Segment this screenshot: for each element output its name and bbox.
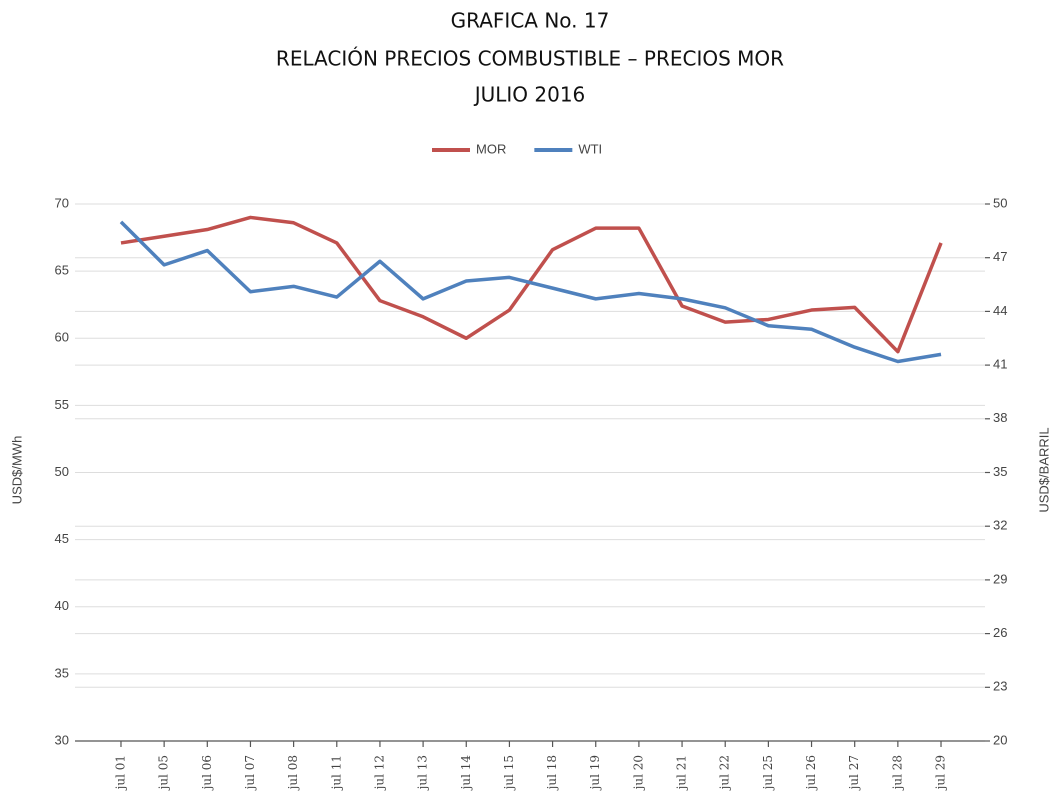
x-tick-label: jul 05 — [157, 755, 171, 791]
x-tick-label: jul 07 — [243, 755, 257, 791]
x-tick-label: jul 27 — [847, 755, 861, 791]
x-tick-label: jul 25 — [761, 755, 775, 791]
x-tick-label: jul 20 — [631, 755, 645, 791]
y-tick-label: 40 — [55, 598, 69, 613]
x-tick-label: jul 01 — [113, 755, 127, 791]
y-tick-label: 45 — [55, 531, 69, 546]
y2-tick-label: 35 — [993, 464, 1007, 479]
y2-axis-label: USD$/BARRIL — [1036, 427, 1051, 512]
x-tick-label: jul 26 — [804, 755, 818, 791]
x-tick-label: jul 11 — [329, 755, 343, 791]
y2-tick-label: 23 — [993, 679, 1007, 694]
x-tick-label: jul 14 — [459, 755, 473, 792]
x-tick-label: jul 08 — [286, 755, 300, 791]
y2-tick-label: 44 — [993, 303, 1007, 318]
y2-tick-label: 26 — [993, 625, 1007, 640]
series-line — [120, 215, 943, 354]
y-tick-label: 35 — [55, 665, 69, 680]
y2-tick-label: 32 — [993, 518, 1007, 533]
x-tick-label: jul 19 — [588, 755, 602, 791]
x-tick-label: jul 15 — [502, 755, 516, 791]
y-tick-label: 55 — [55, 397, 69, 412]
x-tick-label: jul 22 — [718, 755, 732, 791]
legend-label: WTI — [578, 141, 602, 156]
y2-tick-label: 50 — [993, 195, 1007, 210]
y2-tick-label: 41 — [993, 357, 1007, 372]
x-tick-label: jul 28 — [890, 755, 904, 791]
y-tick-label: 70 — [55, 195, 69, 210]
y-axis-label: USD$/MWh — [9, 436, 24, 505]
y2-tick-label: 20 — [993, 732, 1007, 747]
x-tick-label: jul 21 — [675, 755, 689, 791]
chart-title: RELACIÓN PRECIOS COMBUSTIBLE – PRECIOS M… — [276, 47, 784, 71]
x-tick-label: jul 06 — [200, 755, 214, 791]
y2-tick-label: 47 — [993, 249, 1007, 264]
chart-title: JULIO 2016 — [473, 83, 586, 107]
x-tick-label: jul 13 — [416, 755, 430, 791]
x-tick-label: jul 18 — [545, 755, 559, 791]
y2-tick-label: 38 — [993, 410, 1007, 425]
y-tick-label: 30 — [55, 732, 69, 747]
y-tick-label: 50 — [55, 464, 69, 479]
y-tick-label: 60 — [55, 330, 69, 345]
x-tick-label: jul 12 — [372, 755, 386, 791]
legend-label: MOR — [476, 141, 506, 156]
x-tick-label: jul 29 — [934, 755, 948, 791]
y-tick-label: 65 — [55, 263, 69, 278]
series-line — [119, 220, 942, 364]
chart-title: GRAFICA No. 17 — [451, 9, 610, 33]
y2-tick-label: 29 — [993, 571, 1007, 586]
